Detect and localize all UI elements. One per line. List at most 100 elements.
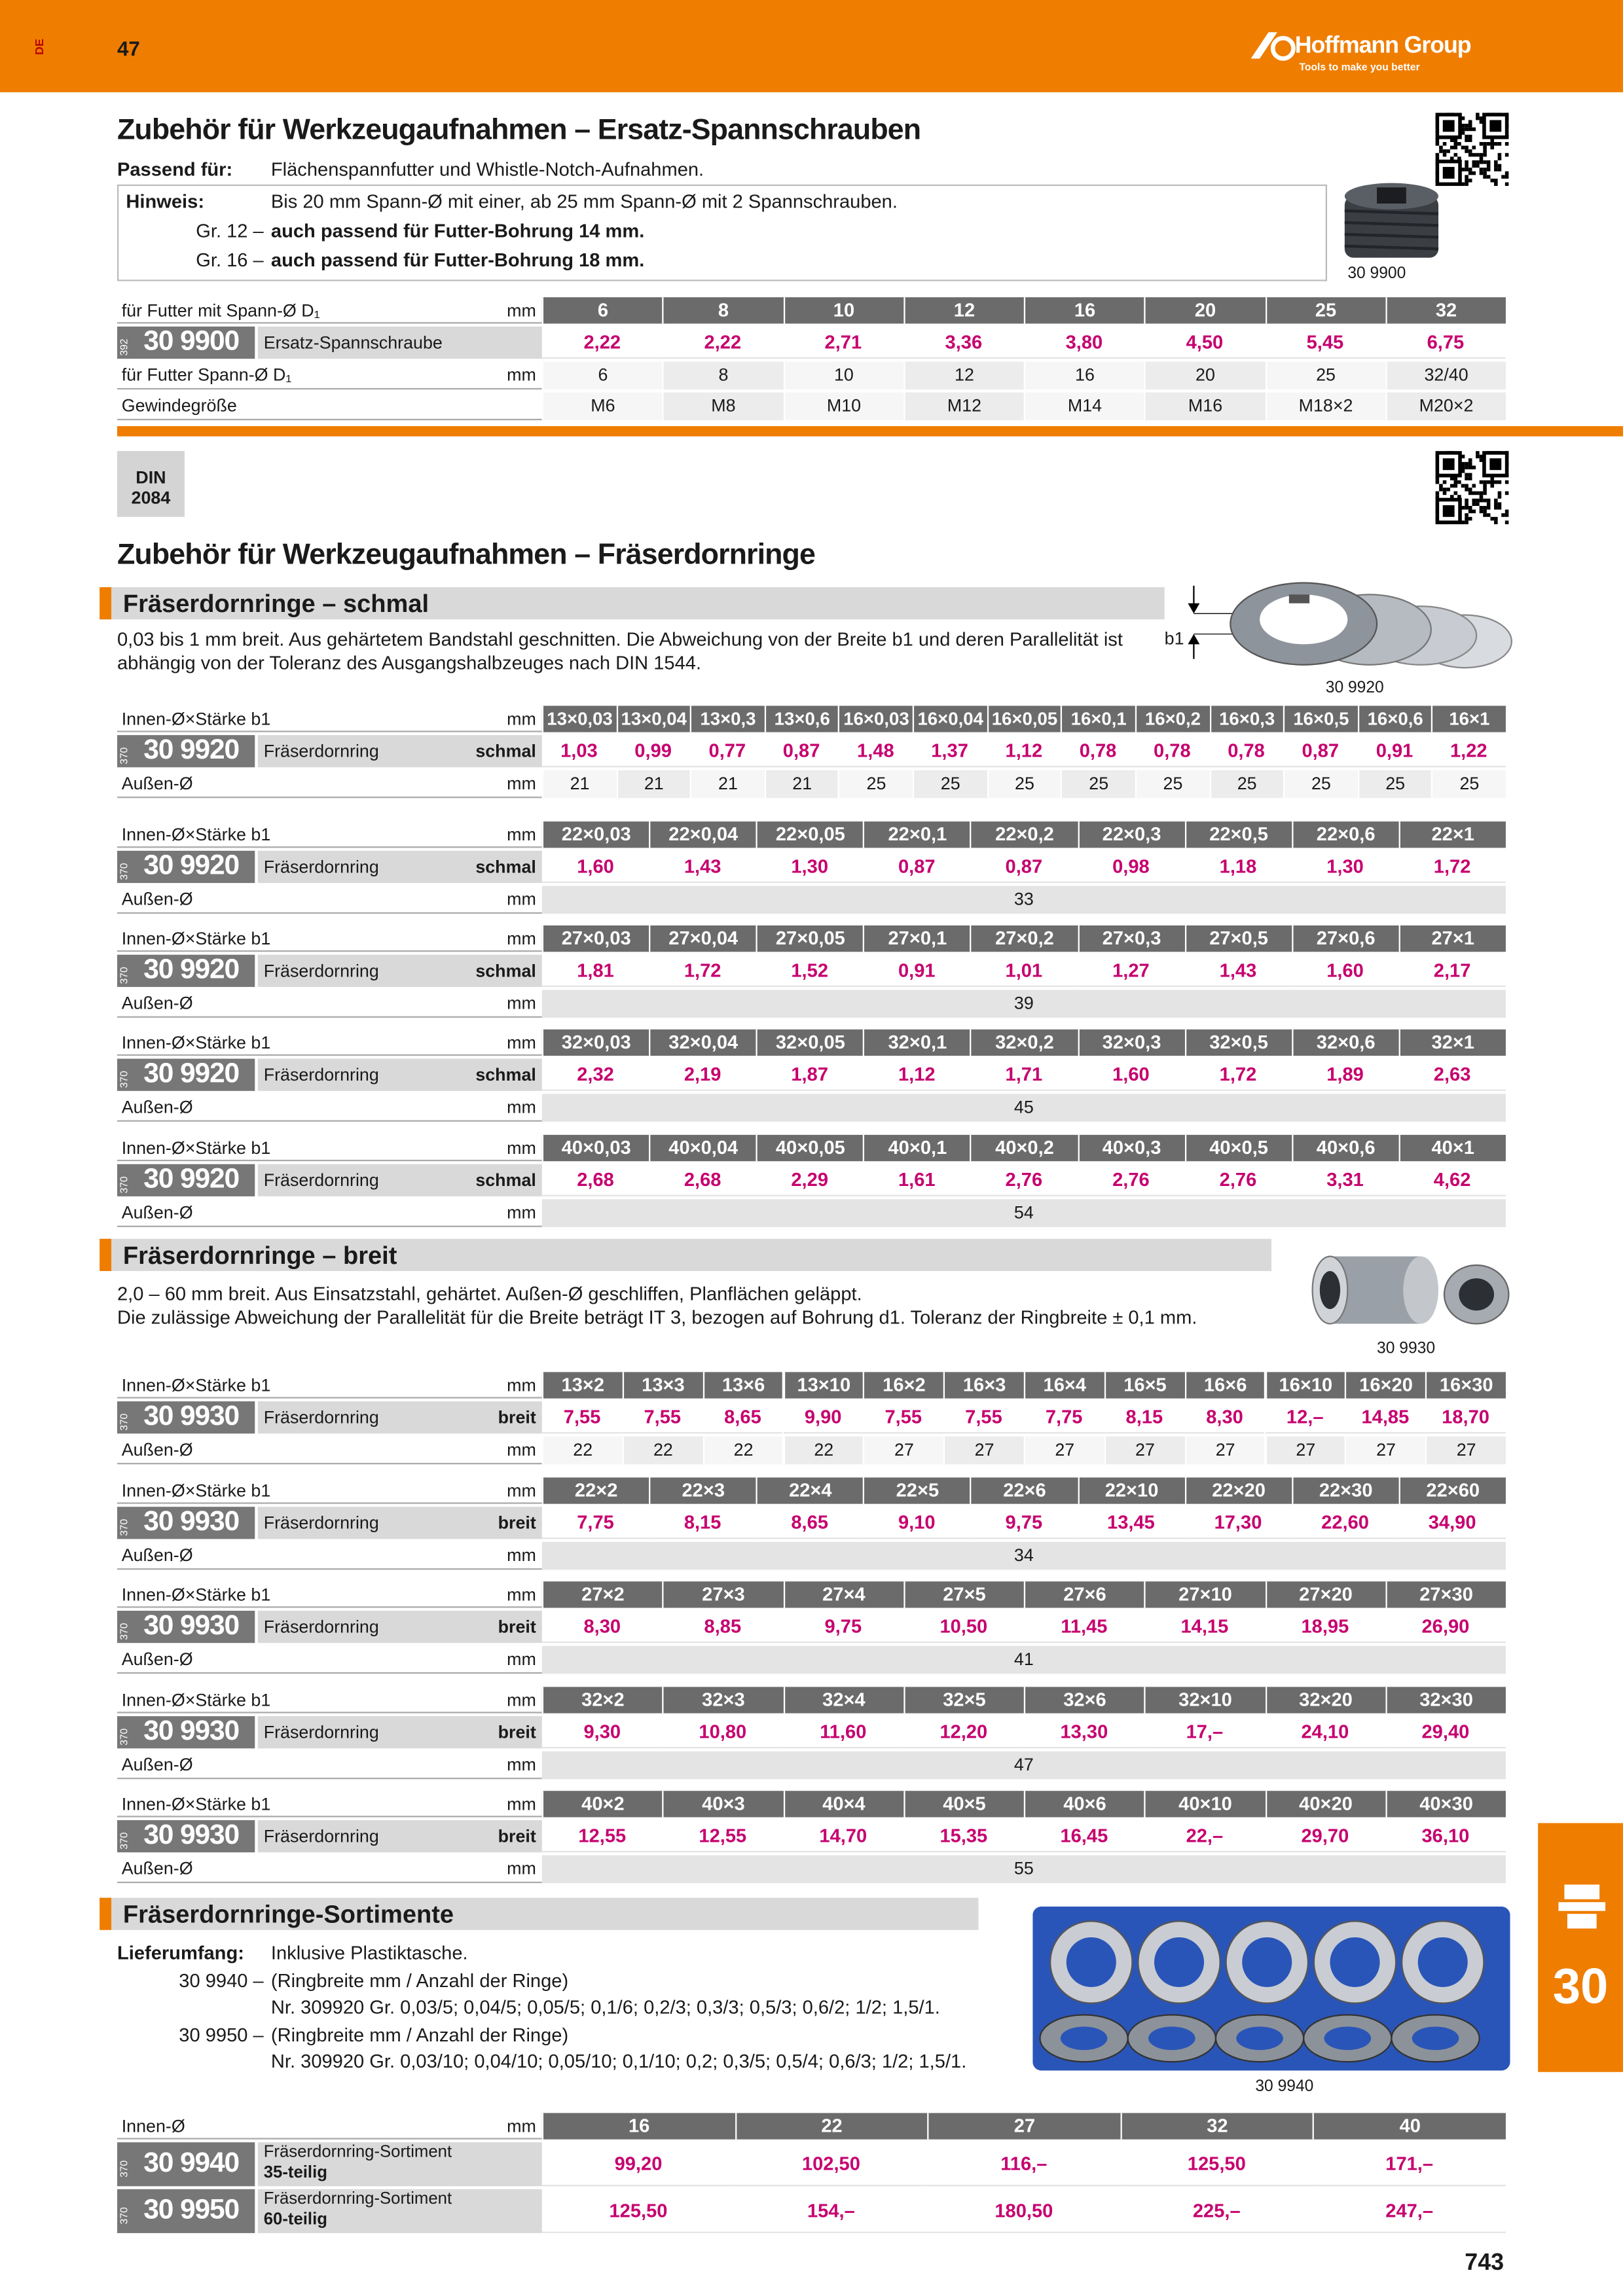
cell: 25 (912, 770, 987, 798)
cell: 22×0,2 (970, 821, 1078, 848)
qr-module (1468, 458, 1472, 462)
group-heading: Fräserdornringe – breit (122, 1242, 397, 1270)
qr-module (1476, 491, 1480, 495)
brand-logo (1250, 32, 1296, 61)
note-label: Passend für: (117, 158, 233, 181)
cell: 0,87 (863, 851, 971, 884)
label-block (257, 1401, 542, 1434)
unit: mm (507, 889, 536, 910)
qr-module (1465, 145, 1468, 150)
qr-module (1453, 142, 1458, 146)
qr-module (1450, 495, 1454, 499)
cell: 1,61 (863, 1164, 971, 1196)
cell: 24,10 (1264, 1716, 1385, 1749)
cell: 47 (541, 1751, 1506, 1780)
qr-module (1486, 175, 1491, 179)
qr-module (1461, 461, 1465, 466)
unit: mm (507, 708, 536, 730)
qr-module (1472, 152, 1476, 157)
qr-module (1483, 505, 1487, 510)
qr-module (1468, 465, 1472, 470)
cell: 102,50 (735, 2142, 928, 2187)
cell: 32×6 (1023, 1687, 1144, 1713)
row-label: Innen-Ø×Stärke b1 (117, 1791, 542, 1818)
cell: 16×0,3 (1209, 706, 1284, 732)
cell: 2,63 (1398, 1059, 1506, 1091)
code-prefix: 370 (120, 1176, 131, 1194)
cell: 0,91 (1357, 735, 1432, 768)
cell: 17,– (1144, 1716, 1265, 1749)
qr-module (1439, 149, 1443, 153)
qr-module (1476, 451, 1480, 455)
qr-module (1504, 520, 1509, 524)
cell: 27×30 (1385, 1581, 1506, 1608)
cell: 54 (541, 1199, 1506, 1227)
qr-module (1450, 156, 1454, 160)
qr-module (1479, 491, 1484, 495)
cell: 22×5 (863, 1477, 971, 1504)
cell: 25 (1357, 770, 1432, 798)
cell: 25 (1264, 297, 1385, 324)
heading-marker (100, 1897, 112, 1930)
cell: 0,78 (1135, 735, 1209, 768)
cell: 32/40 (1385, 361, 1506, 390)
cell: 17,30 (1184, 1507, 1292, 1539)
cell: 16×0,6 (1357, 706, 1432, 732)
qr-code (1435, 113, 1509, 187)
cell: 9,90 (782, 1401, 864, 1434)
qr-module (1439, 145, 1443, 150)
qr-module (1461, 124, 1465, 128)
qr-module (1435, 156, 1440, 160)
qr-module (1483, 491, 1487, 495)
qr-module (1453, 152, 1458, 157)
product-label: Fräserdornring (263, 1722, 379, 1743)
group-heading-bar (100, 1897, 979, 1930)
unit: mm (507, 928, 536, 949)
cell: 40×4 (782, 1791, 903, 1818)
qr-module (1435, 480, 1440, 484)
unit: mm (507, 1689, 536, 1711)
qr-module (1479, 120, 1484, 124)
qr-module (1486, 480, 1491, 484)
note-text: Bis 20 mm Spann-Ø mit einer, ab 25 mm Sp… (270, 190, 898, 213)
cell: 9,75 (970, 1507, 1078, 1539)
cell: 12 (903, 297, 1024, 324)
cell: 55 (541, 1855, 1506, 1884)
qr-module (1435, 495, 1440, 499)
cell: 0,87 (970, 851, 1078, 884)
cell: 2,17 (1398, 955, 1506, 987)
label-block (257, 1507, 542, 1539)
cell: 0,78 (1061, 735, 1135, 768)
code-block (117, 2189, 255, 2233)
cell: 0,87 (1283, 735, 1358, 768)
cell: 154,– (735, 2189, 928, 2233)
qr-module (1461, 182, 1465, 187)
cell: 180,50 (927, 2189, 1121, 2233)
cell: 16×0,04 (912, 706, 987, 732)
page-number-top: 47 (117, 36, 140, 60)
qr-module (1494, 178, 1498, 183)
qr-module (1465, 505, 1468, 510)
cell: 8,65 (756, 1507, 864, 1539)
page-number: 743 (1465, 2250, 1504, 2276)
product-label: Fräserdornring (263, 960, 379, 981)
cell: 27×20 (1264, 1581, 1385, 1608)
cell: 16,45 (1023, 1820, 1144, 1853)
qr-module (1442, 491, 1447, 495)
cell: 11,45 (1023, 1611, 1144, 1643)
cell: 34,90 (1398, 1507, 1506, 1539)
label-block (257, 850, 542, 884)
qr-module (1479, 454, 1484, 459)
cell: 13×0,6 (764, 706, 839, 732)
detail-line: Nr. 309920 Gr. 0,03/5; 0,04/5; 0,05/5; 0… (270, 1996, 940, 2018)
qr-module (1486, 164, 1491, 168)
order-code: 30 9930 (143, 1507, 240, 1538)
cell: 7,55 (622, 1401, 703, 1434)
product-variant: schmal (475, 1170, 536, 1191)
qr-module (1494, 480, 1498, 484)
cell: 1,52 (756, 955, 864, 987)
cell: 27×0,03 (541, 925, 649, 952)
qr-module (1446, 488, 1450, 492)
qr-module (1442, 152, 1447, 157)
